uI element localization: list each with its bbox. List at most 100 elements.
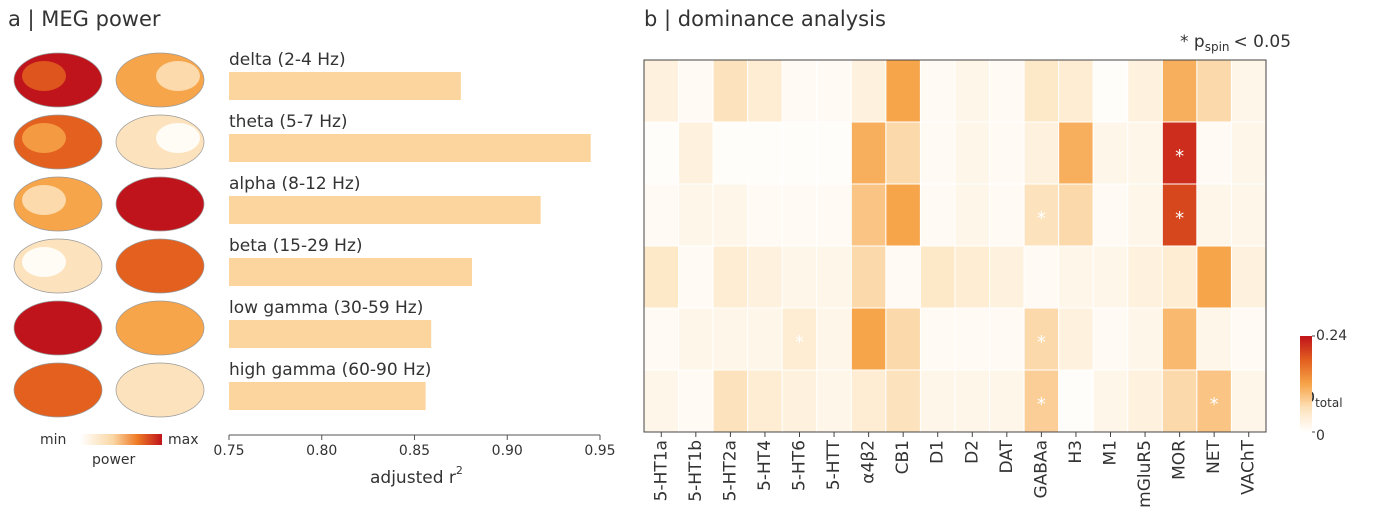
heatmap-cell — [747, 245, 783, 309]
heatmap-cell — [1092, 369, 1129, 433]
colorbar-segment — [1300, 429, 1312, 433]
heatmap-cell — [1196, 307, 1232, 371]
colorbar-segment — [1300, 367, 1312, 371]
heatmap-cell — [1230, 59, 1267, 123]
heatmap-cell — [1023, 183, 1060, 247]
heatmap-cell — [1196, 59, 1232, 123]
colorbar-segment — [1300, 379, 1312, 383]
colorbar-segment — [1300, 391, 1312, 395]
x-tick-label: NET — [1204, 439, 1224, 473]
heatmap-cell — [1230, 307, 1267, 371]
colorbar-tick-label: 0.24 — [1316, 328, 1347, 344]
heatmap-cell — [747, 307, 783, 371]
heatmap-cell — [1058, 183, 1094, 247]
brain-region — [22, 309, 66, 339]
significance-marker: * — [1037, 394, 1046, 415]
power-colorbar — [80, 434, 162, 445]
x-tick-label: 5-HTT — [824, 439, 844, 490]
heatmap-cell — [781, 121, 818, 185]
heatmap-cell — [1092, 245, 1129, 309]
brain-region — [156, 123, 200, 153]
x-tick-label: D1 — [928, 440, 948, 464]
heatmap-cell — [989, 245, 1025, 309]
category-label: theta (5-7 Hz) — [229, 112, 348, 132]
heatmap-cell — [1092, 121, 1129, 185]
heatmap-cell — [885, 59, 921, 123]
power-label: power — [92, 452, 136, 468]
heatmap-cell — [954, 307, 991, 371]
heatmap-cell — [1058, 59, 1094, 123]
heatmap-cell — [1230, 245, 1267, 309]
heatmap-cell — [850, 245, 887, 309]
x-tick-label: MOR — [1170, 440, 1190, 480]
heatmap-cell — [1196, 121, 1232, 185]
heatmap-cell — [954, 121, 991, 185]
bar — [229, 72, 461, 100]
x-tick-label: α4β2 — [859, 440, 879, 484]
colorbar-segment — [1300, 417, 1312, 421]
colorbar-segment — [1300, 352, 1312, 356]
x-tick-label: CB1 — [893, 440, 913, 474]
heatmap-cell — [781, 59, 818, 123]
heatmap-cell — [1161, 369, 1198, 433]
bar — [229, 196, 541, 224]
heatmap-cell — [816, 369, 852, 433]
heatmap-cell — [1161, 307, 1198, 371]
colorbar-segment — [1300, 384, 1312, 387]
colorbar-segment — [1300, 336, 1312, 339]
colorbar-segment — [1300, 343, 1312, 347]
heatmap-cell — [919, 183, 956, 247]
x-tick-label: 0.80 — [306, 443, 337, 459]
bar — [229, 258, 473, 286]
heatmap-cell — [643, 369, 680, 433]
heatmap-cell — [954, 369, 991, 433]
x-tick-label: 5-HT1a — [651, 440, 671, 501]
heatmap-cell — [816, 183, 852, 247]
heatmap-cell — [1092, 59, 1129, 123]
heatmap-cell — [816, 307, 852, 371]
power-min: min — [40, 432, 66, 448]
category-label: alpha (8-12 Hz) — [229, 174, 360, 194]
x-tick-label: GABAa — [1031, 440, 1051, 499]
heatmap-cell — [850, 183, 887, 247]
colorbar-segment — [1300, 393, 1312, 397]
heatmap-cell — [747, 59, 783, 123]
significance-marker: * — [795, 332, 804, 353]
heatmap-cell — [1127, 121, 1163, 185]
heatmap-cell — [1092, 183, 1129, 247]
significance-marker: * — [1037, 332, 1046, 353]
heatmap-cell — [678, 59, 714, 123]
heatmap-cell — [678, 307, 714, 371]
heatmap-cell — [1058, 369, 1094, 433]
heatmap-cell — [712, 369, 749, 433]
heatmap-cell — [712, 245, 749, 309]
colorbar-segment — [1300, 338, 1312, 342]
colorbar-segment — [1300, 424, 1312, 428]
heatmap-cell — [1230, 369, 1267, 433]
category-label: high gamma (60-90 Hz) — [229, 360, 431, 380]
heatmap-cell — [989, 369, 1025, 433]
brain-region — [22, 247, 66, 277]
heatmap-cell — [919, 245, 956, 309]
heatmap-cell — [643, 245, 680, 309]
heatmap-cell — [1127, 369, 1163, 433]
heatmap-cell — [781, 183, 818, 247]
heatmap-cell — [747, 369, 783, 433]
heatmap-cell — [678, 245, 714, 309]
heatmap-cell — [1196, 245, 1232, 309]
colorbar-segment — [1300, 360, 1312, 363]
heatmap-frame — [643, 59, 1267, 433]
heatmap-cell — [781, 245, 818, 309]
annotation-text: * p — [1180, 32, 1205, 52]
colorbar-segment — [1300, 355, 1312, 359]
annotation-rest: < 0.05 — [1234, 32, 1292, 52]
heatmap-cell — [747, 121, 783, 185]
heatmap-cell — [1023, 369, 1060, 433]
heatmap-cell — [1023, 121, 1060, 185]
x-tick-label: 0.75 — [213, 443, 244, 459]
heatmap-cell — [954, 59, 991, 123]
heatmap-cell — [1023, 59, 1060, 123]
heatmap-cell — [1196, 183, 1232, 247]
heatmap-cell — [712, 121, 749, 185]
colorbar-segment — [1300, 388, 1312, 392]
